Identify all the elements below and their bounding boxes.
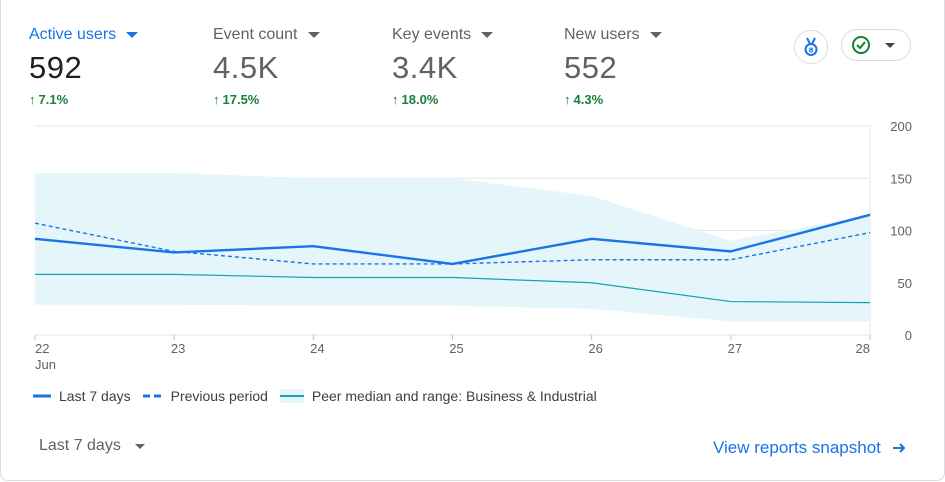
chevron-down-icon bbox=[134, 443, 145, 449]
arrow-up-icon: ↑ bbox=[29, 92, 36, 107]
line-chart: 0 50 100 150 200 22 23 24 25 26 27 28 Jun bbox=[34, 120, 912, 372]
metric-delta: ↑ 18.0% bbox=[392, 92, 439, 107]
legend-dashed-swatch bbox=[142, 394, 161, 398]
x-tick-label: 28 bbox=[856, 341, 870, 356]
check-circle-icon bbox=[852, 36, 870, 54]
metric-label: New users bbox=[564, 26, 662, 44]
metric-new-users[interactable]: New users 552 ↑ 4.3% bbox=[564, 26, 662, 107]
legend-item-previous[interactable]: Previous period bbox=[142, 388, 268, 404]
arrow-up-icon: ↑ bbox=[564, 92, 571, 107]
x-tick-label: 27 bbox=[728, 341, 742, 356]
caret-down-icon bbox=[126, 32, 139, 38]
peer-range-band bbox=[35, 173, 870, 322]
y-tick-label: 200 bbox=[890, 120, 912, 134]
status-dropdown-button[interactable] bbox=[841, 29, 911, 61]
y-tick-label: 100 bbox=[890, 224, 912, 239]
metric-active-users[interactable]: Active users 592 ↑ 7.1% bbox=[29, 26, 139, 107]
insights-button[interactable]: 8 bbox=[794, 30, 828, 64]
metric-label: Active users bbox=[29, 26, 139, 44]
date-range-dropdown[interactable]: Last 7 days bbox=[39, 437, 145, 455]
legend-band-swatch bbox=[279, 389, 304, 403]
caret-down-icon bbox=[307, 32, 320, 38]
x-month-label: Jun bbox=[35, 357, 56, 372]
arrow-up-icon: ↑ bbox=[392, 92, 399, 107]
x-tick-label: 23 bbox=[171, 341, 185, 356]
y-tick-label: 0 bbox=[905, 328, 912, 343]
chart-legend: Last 7 days Previous period Peer median … bbox=[33, 388, 609, 404]
metric-event-count[interactable]: Event count 4.5K ↑ 17.5% bbox=[213, 26, 320, 107]
metric-delta: ↑ 4.3% bbox=[564, 92, 604, 107]
metric-key-events[interactable]: Key events 3.4K ↑ 18.0% bbox=[392, 26, 494, 107]
caret-down-icon bbox=[649, 32, 662, 38]
x-tick-label: 24 bbox=[310, 341, 324, 356]
metric-value: 3.4K bbox=[392, 50, 458, 85]
legend-item-last7[interactable]: Last 7 days bbox=[33, 388, 131, 404]
metric-label: Key events bbox=[392, 26, 494, 44]
chevron-down-icon bbox=[885, 42, 895, 48]
x-tick-label: 22 bbox=[35, 341, 49, 356]
caret-down-icon bbox=[481, 32, 494, 38]
svg-text:8: 8 bbox=[809, 47, 814, 55]
metric-value: 4.5K bbox=[213, 50, 279, 85]
legend-solid-swatch bbox=[33, 394, 51, 398]
x-tick-label: 26 bbox=[588, 341, 602, 356]
peer-median-line bbox=[35, 273, 871, 304]
metric-value: 552 bbox=[564, 50, 618, 85]
y-tick-label: 50 bbox=[898, 276, 912, 291]
arrow-right-icon bbox=[892, 443, 906, 453]
x-tick-label: 25 bbox=[449, 341, 463, 356]
arrow-up-icon: ↑ bbox=[213, 92, 220, 107]
metric-value: 592 bbox=[29, 50, 83, 85]
metric-label: Event count bbox=[213, 26, 320, 44]
legend-item-peer[interactable]: Peer median and range: Business & Indust… bbox=[279, 388, 597, 404]
medal-icon: 8 bbox=[804, 37, 818, 56]
metric-delta: ↑ 7.1% bbox=[29, 92, 69, 107]
view-reports-snapshot-link[interactable]: View reports snapshot bbox=[713, 438, 907, 458]
metric-delta: ↑ 17.5% bbox=[213, 92, 260, 107]
last-7-days-line bbox=[34, 213, 871, 266]
y-tick-label: 150 bbox=[890, 171, 912, 186]
